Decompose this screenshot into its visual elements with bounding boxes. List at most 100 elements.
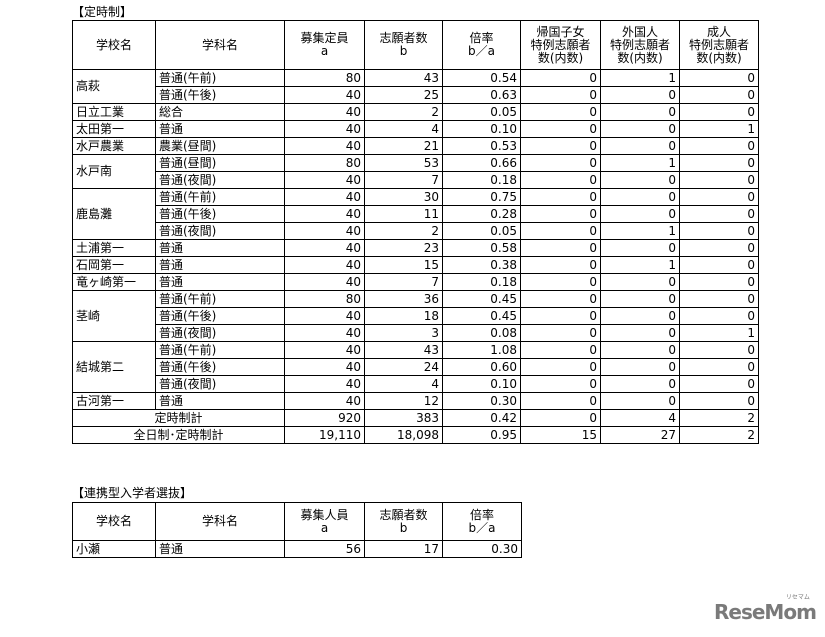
cell-seijin: 1 bbox=[679, 120, 759, 138]
cell-app: 30 bbox=[364, 188, 443, 206]
cell-app: 17 bbox=[364, 540, 443, 558]
cell-gaikoku: 0 bbox=[600, 86, 680, 104]
table-row: 水戸南 普通(昼間) 80 53 0.66 0 1 0 bbox=[72, 154, 759, 189]
cell-cap: 80 bbox=[284, 154, 365, 172]
cell-kikoku: 0 bbox=[520, 341, 601, 359]
table-row: 高萩 普通(午前) 80 43 0.54 0 1 0 bbox=[72, 69, 759, 104]
cell-gaikoku: 0 bbox=[600, 358, 680, 376]
column-header: 学校名 bbox=[72, 20, 156, 70]
cell-app: 12 bbox=[364, 392, 443, 410]
cell-ratio: 0.30 bbox=[442, 540, 522, 558]
cell-app: 43 bbox=[364, 69, 443, 87]
cell-ratio: 0.54 bbox=[442, 69, 521, 87]
school-name: 竜ヶ崎第一 bbox=[72, 273, 156, 291]
table-row: 普通(午後) 40 24 0.60 0 0 0 bbox=[73, 358, 759, 376]
cell-seijin: 0 bbox=[679, 341, 759, 359]
department-name: 普通 bbox=[155, 392, 285, 410]
cell-ratio: 0.42 bbox=[442, 409, 521, 427]
cell-cap: 40 bbox=[284, 273, 365, 291]
cell-cap: 56 bbox=[284, 540, 365, 558]
logo-text: ReseMom bbox=[714, 600, 817, 624]
department-name: 普通 bbox=[155, 256, 285, 274]
table-row: 水戸農業 農業(昼間) 40 21 0.53 0 0 0 bbox=[72, 137, 759, 155]
department-name: 普通(午前) bbox=[155, 290, 285, 308]
department-name: 普通(昼間) bbox=[155, 154, 285, 172]
cell-ratio: 0.63 bbox=[442, 86, 521, 104]
department-name: 普通(夜間) bbox=[155, 375, 285, 393]
cell-gaikoku: 0 bbox=[600, 290, 680, 308]
cell-seijin: 2 bbox=[679, 426, 759, 444]
cell-kikoku: 0 bbox=[520, 307, 601, 325]
table-row: 結城第二 普通(午前) 40 43 1.08 0 0 0 bbox=[72, 341, 759, 393]
cell-ratio: 0.66 bbox=[442, 154, 521, 172]
department-name: 普通(夜間) bbox=[155, 324, 285, 342]
cell-app: 24 bbox=[364, 358, 443, 376]
cell-cap: 19,110 bbox=[284, 426, 365, 444]
cell-cap: 40 bbox=[284, 137, 365, 155]
cell-app: 43 bbox=[364, 341, 443, 359]
school-name: 小瀬 bbox=[72, 540, 156, 558]
cell-gaikoku: 0 bbox=[600, 171, 680, 189]
cell-kikoku: 0 bbox=[520, 358, 601, 376]
cell-seijin: 0 bbox=[679, 137, 759, 155]
cell-ratio: 0.10 bbox=[442, 375, 521, 393]
table-row: 鹿島灘 普通(午前) 40 30 0.75 0 0 0 bbox=[72, 188, 759, 240]
total-row: 定時制計 920 383 0.42 0 4 2 bbox=[72, 409, 759, 427]
table-row: 普通(夜間) 40 3 0.08 0 0 1 bbox=[73, 324, 759, 342]
cell-seijin: 0 bbox=[679, 171, 759, 189]
column-header: 募集定員 a bbox=[284, 20, 365, 70]
cell-ratio: 0.30 bbox=[442, 392, 521, 410]
cell-app: 53 bbox=[364, 154, 443, 172]
school-name: 古河第一 bbox=[72, 392, 156, 410]
cell-gaikoku: 0 bbox=[600, 137, 680, 155]
table-row: 普通(夜間) 40 2 0.05 0 1 0 bbox=[73, 222, 759, 240]
cell-seijin: 0 bbox=[679, 69, 759, 87]
cell-gaikoku: 0 bbox=[600, 239, 680, 257]
cell-kikoku: 0 bbox=[520, 324, 601, 342]
cell-app: 4 bbox=[364, 375, 443, 393]
cell-gaikoku: 0 bbox=[600, 205, 680, 223]
cell-seijin: 0 bbox=[679, 256, 759, 274]
cell-ratio: 0.05 bbox=[442, 103, 521, 121]
table-row: 土浦第一 普通 40 23 0.58 0 0 0 bbox=[72, 239, 759, 257]
cell-cap: 40 bbox=[284, 86, 365, 104]
table-header-row: 学校名 学科名 募集定員 a 志願者数 b 倍率 b／a 帰国子女 特例志願者 数(内数)… bbox=[72, 20, 759, 70]
cell-gaikoku: 0 bbox=[600, 188, 680, 206]
cell-ratio: 0.58 bbox=[442, 239, 521, 257]
cell-cap: 40 bbox=[284, 205, 365, 223]
cell-ratio: 0.05 bbox=[442, 222, 521, 240]
cell-cap: 40 bbox=[284, 239, 365, 257]
table-row: 普通(午後) 40 25 0.63 0 0 0 bbox=[73, 86, 759, 104]
cell-app: 7 bbox=[364, 171, 443, 189]
cell-cap: 40 bbox=[284, 324, 365, 342]
column-header: 学校名 bbox=[72, 502, 156, 541]
cell-ratio: 0.18 bbox=[442, 171, 521, 189]
cell-app: 25 bbox=[364, 86, 443, 104]
renkei-table: 学校名 学科名 募集人員 a 志願者数 b 倍率 b／a 小瀬 普通 56 17 0.30 bbox=[72, 502, 522, 558]
cell-gaikoku: 1 bbox=[600, 256, 680, 274]
department-name: 普通(夜間) bbox=[155, 171, 285, 189]
cell-cap: 40 bbox=[284, 103, 365, 121]
cell-cap: 40 bbox=[284, 341, 365, 359]
cell-gaikoku: 0 bbox=[600, 341, 680, 359]
department-name: 普通(夜間) bbox=[155, 222, 285, 240]
cell-seijin: 0 bbox=[679, 154, 759, 172]
cell-app: 18,098 bbox=[364, 426, 443, 444]
cell-gaikoku: 0 bbox=[600, 392, 680, 410]
cell-cap: 40 bbox=[284, 358, 365, 376]
cell-app: 23 bbox=[364, 239, 443, 257]
cell-app: 4 bbox=[364, 120, 443, 138]
cell-ratio: 0.18 bbox=[442, 273, 521, 291]
cell-cap: 40 bbox=[284, 256, 365, 274]
cell-kikoku: 0 bbox=[520, 69, 601, 87]
school-name: 土浦第一 bbox=[72, 239, 156, 257]
table-row: 茎崎 普通(午前) 80 36 0.45 0 0 0 bbox=[72, 290, 759, 342]
cell-seijin: 0 bbox=[679, 239, 759, 257]
cell-ratio: 0.10 bbox=[442, 120, 521, 138]
cell-gaikoku: 0 bbox=[600, 375, 680, 393]
cell-app: 36 bbox=[364, 290, 443, 308]
cell-kikoku: 0 bbox=[520, 392, 601, 410]
school-name: 水戸南 bbox=[72, 154, 156, 189]
column-header: 志願者数 b bbox=[364, 20, 443, 70]
department-name: 普通(午前) bbox=[155, 69, 285, 87]
